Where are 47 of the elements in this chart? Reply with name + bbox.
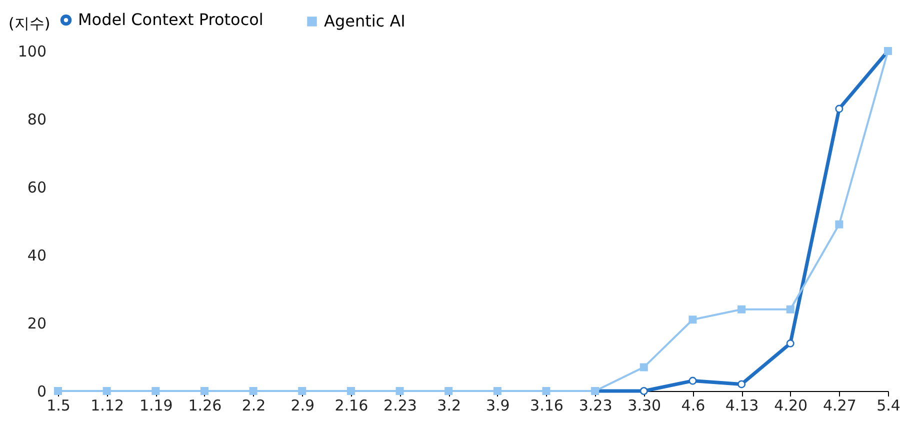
x-tick-label: 3.23 — [578, 396, 612, 414]
x-tick-label: 4.13 — [725, 396, 759, 414]
x-tick-label: 3.30 — [628, 396, 662, 414]
y-tick-label: 100 — [18, 42, 46, 60]
x-tick-label: 2.16 — [334, 396, 368, 414]
point — [493, 386, 502, 396]
x-tick-label: 1.5 — [46, 396, 70, 414]
point — [738, 380, 746, 388]
x-tick-label: 3.9 — [486, 396, 510, 414]
x-tick-label: 4.27 — [822, 396, 856, 414]
point — [346, 386, 355, 396]
point — [738, 305, 746, 314]
x-tick-label: 1.19 — [139, 396, 173, 414]
legend-label: Model Context Protocol — [78, 10, 264, 30]
y-tick-label: 60 — [27, 178, 46, 196]
y-tick-label: 80 — [27, 110, 46, 128]
point — [688, 316, 697, 324]
y-tick-label: 0 — [36, 382, 46, 400]
x-tick-label: 3.16 — [530, 396, 564, 414]
x-tick-label: 2.9 — [290, 396, 315, 414]
point — [542, 386, 550, 396]
x-tick-label: 4.20 — [774, 396, 808, 414]
y-tick-label: 40 — [27, 246, 46, 264]
point — [835, 104, 844, 113]
x-tick-label: 3.2 — [437, 396, 462, 414]
point — [102, 386, 111, 396]
point — [444, 386, 453, 396]
point — [298, 386, 306, 396]
point — [396, 386, 404, 396]
point — [640, 363, 648, 372]
y-tick-label: 20 — [27, 314, 46, 332]
point — [200, 386, 208, 396]
point — [152, 386, 160, 396]
x-tick-label: 4.6 — [681, 396, 706, 414]
point — [786, 305, 794, 314]
y-axis-title: (지수) — [8, 14, 50, 32]
x-tick-label: 2.2 — [242, 396, 266, 414]
point — [786, 339, 794, 348]
x-tick-label: 5.4 — [876, 396, 900, 414]
point — [835, 220, 844, 228]
x-tick-label: 2.23 — [384, 396, 417, 414]
x-tick-label: 1.26 — [188, 396, 222, 414]
point — [249, 386, 258, 396]
legend-label: Agentic AI — [324, 12, 406, 30]
x-tick-label: 1.12 — [90, 396, 124, 414]
point — [640, 387, 648, 395]
point — [688, 376, 697, 385]
